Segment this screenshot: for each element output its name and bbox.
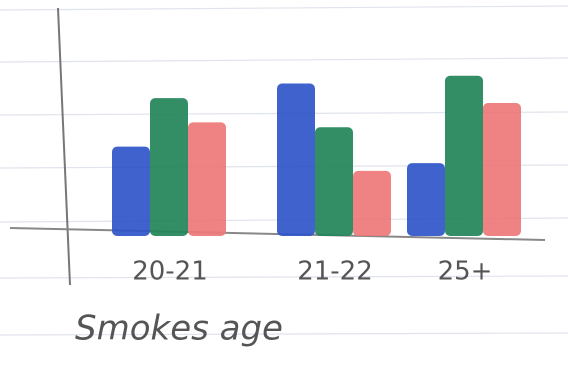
bar (150, 98, 188, 236)
bar (112, 146, 150, 237)
bar (353, 170, 391, 236)
bar (277, 83, 315, 236)
y-axis (57, 7, 71, 286)
x-tick-label: 25+ (438, 257, 493, 287)
x-axis (9, 227, 546, 241)
bar (445, 75, 483, 237)
bar (483, 102, 521, 237)
bar (188, 122, 226, 236)
x-tick-label: 21-22 (297, 257, 373, 287)
x-tick-label: 20-21 (132, 257, 208, 287)
bar (407, 163, 445, 237)
x-axis-label: Smokes age (75, 309, 283, 349)
bar (315, 127, 353, 236)
